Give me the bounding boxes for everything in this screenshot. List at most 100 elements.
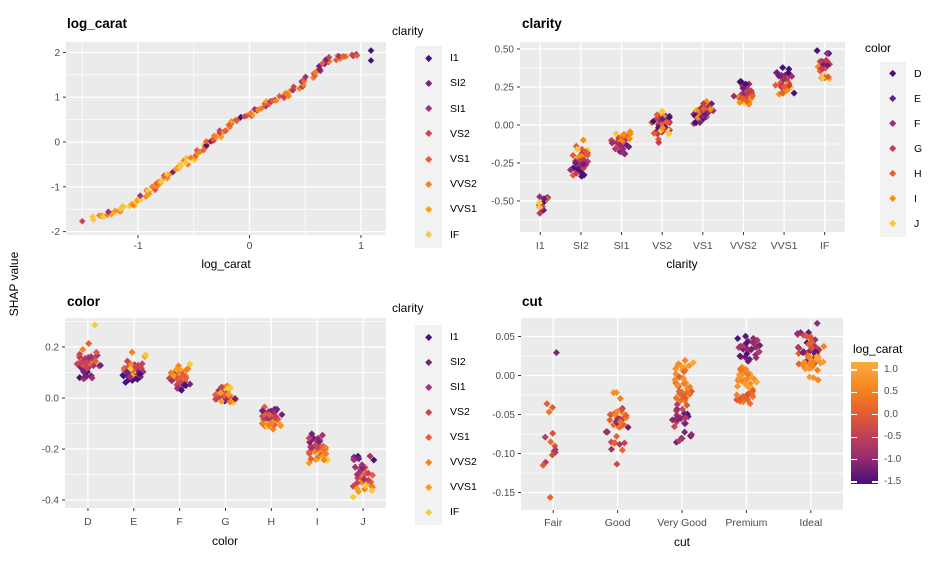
colorbar-label--1.5: -1.5 xyxy=(884,476,902,487)
colorbar-tick-icon xyxy=(872,414,878,416)
panel-log_carat: -1 0 1 2 1 0 -1 -2 xyxy=(51,42,386,252)
svg-text:-0.10: -0.10 xyxy=(492,449,515,460)
legend-clarity-bottom-key-VS2 xyxy=(415,400,442,425)
legend-color-label-D: D xyxy=(914,67,922,80)
colorbar-tick-icon xyxy=(851,391,857,394)
colorbar-tick-icon xyxy=(872,369,878,371)
panel-color: D E F G H I J 0.2 0.0 -0.2 -0.4 xyxy=(42,318,386,528)
legend-clarity-top-label-I1: I1 xyxy=(450,52,459,65)
diamond-point-icon xyxy=(424,180,433,189)
svg-text:0.05: 0.05 xyxy=(496,332,516,343)
x-axis-title-clarity: clarity xyxy=(666,257,698,271)
diamond-point-icon xyxy=(424,155,433,164)
legend-clarity-bottom-key-VVS2 xyxy=(415,450,442,475)
colorbar-tick-icon xyxy=(872,481,878,483)
diamond-point-icon xyxy=(424,508,433,517)
diamond-point-icon xyxy=(889,220,897,228)
legend-color-key-H xyxy=(880,161,906,187)
diamond-point-icon xyxy=(889,70,897,78)
legend-color-key-I xyxy=(880,186,906,212)
svg-text:F: F xyxy=(176,516,182,528)
legend-color-label-G: G xyxy=(914,142,923,155)
diamond-point-icon xyxy=(424,130,433,138)
legend-clarity-bottom-key-VVS1 xyxy=(415,475,442,500)
svg-text:VVS2: VVS2 xyxy=(730,240,757,252)
legend-clarity-top-key-I1 xyxy=(415,46,442,72)
diamond-point-icon xyxy=(424,79,433,88)
svg-text:1: 1 xyxy=(54,93,60,104)
svg-text:-1: -1 xyxy=(133,240,142,252)
diamond-point-icon xyxy=(889,145,897,153)
legend-title-log-carat: log_carat xyxy=(853,342,903,356)
svg-text:-0.2: -0.2 xyxy=(42,445,60,456)
svg-text:-0.4: -0.4 xyxy=(42,496,60,507)
panel-title-clarity: clarity xyxy=(522,16,562,31)
points-clarity xyxy=(535,47,833,217)
colorbar-tick-icon xyxy=(872,458,878,461)
svg-text:-0.50: -0.50 xyxy=(491,197,514,208)
legend-clarity-bottom-label-I1: I1 xyxy=(450,331,459,343)
svg-text:Fair: Fair xyxy=(544,517,563,529)
diamond-point-icon xyxy=(889,170,897,178)
svg-text:E: E xyxy=(130,516,137,528)
svg-text:0.2: 0.2 xyxy=(45,343,59,354)
legend-color-label-E: E xyxy=(914,92,922,105)
svg-text:-0.05: -0.05 xyxy=(492,410,515,421)
diamond-point-icon xyxy=(424,433,433,442)
diamond-point-icon xyxy=(889,95,897,103)
legend-clarity-bottom-label-VVS1: VVS1 xyxy=(450,481,477,493)
svg-text:0: 0 xyxy=(54,138,60,149)
svg-text:SI1: SI1 xyxy=(614,240,630,252)
diamond-point-icon xyxy=(889,120,897,128)
legend-clarity-top-label-VS2: VS2 xyxy=(450,127,470,140)
colorbar-label--1.0: -1.0 xyxy=(884,453,902,465)
legend-clarity-bottom-label-SI2: SI2 xyxy=(450,356,466,368)
diamond-point-icon xyxy=(424,483,433,492)
legend-clarity-top-key-VS2 xyxy=(415,121,442,147)
legend-clarity-bottom-label-VVS2: VVS2 xyxy=(450,456,477,468)
legend-title-clarity-bottom: clarity xyxy=(392,301,424,315)
svg-text:VS1: VS1 xyxy=(693,240,713,252)
legend-color-key-D xyxy=(880,61,906,87)
svg-text:I1: I1 xyxy=(536,240,545,252)
legend-color-label-F: F xyxy=(914,117,921,130)
svg-text:0: 0 xyxy=(247,240,253,252)
colorbar-label-1.0: 1.0 xyxy=(884,364,898,375)
panel-title-log-carat: log_carat xyxy=(67,16,128,31)
diamond-point-icon xyxy=(424,231,433,239)
diamond-point-icon xyxy=(424,383,433,392)
svg-text:0.50: 0.50 xyxy=(495,45,515,56)
svg-text:1: 1 xyxy=(358,240,364,252)
legend-color-key-J xyxy=(880,211,906,237)
svg-text:VVS1: VVS1 xyxy=(771,240,798,252)
points-log_carat xyxy=(79,47,375,225)
colorbar-label-0.5: 0.5 xyxy=(884,386,898,398)
legend-color-label-J: J xyxy=(914,217,920,230)
legend-clarity-top-label-SI1: SI1 xyxy=(450,102,466,115)
svg-text:0.00: 0.00 xyxy=(496,371,516,382)
legend-clarity-bottom-key-VS1 xyxy=(415,425,442,450)
svg-text:0.0: 0.0 xyxy=(45,394,59,405)
x-axis-title-log-carat: log_carat xyxy=(201,257,251,271)
legend-clarity-top-label-VS1: VS1 xyxy=(450,152,470,165)
legend-color-label-I: I xyxy=(914,192,917,205)
colorbar-label--0.5: -0.5 xyxy=(884,431,902,443)
svg-text:VS2: VS2 xyxy=(652,240,672,252)
colorbar-label-0.0: 0.0 xyxy=(884,408,898,420)
legend-clarity-bottom-key-I1 xyxy=(415,325,442,350)
legend-clarity-bottom-label-IF: IF xyxy=(450,506,460,518)
diamond-point-icon xyxy=(424,408,433,417)
legend-clarity-top-key-VVS2 xyxy=(415,172,442,198)
colorbar-tick-icon xyxy=(851,436,857,438)
svg-text:J: J xyxy=(360,516,365,528)
diamond-point-icon xyxy=(424,333,433,342)
svg-text:Premium: Premium xyxy=(725,517,767,529)
svg-text:I: I xyxy=(316,516,319,528)
legend-clarity-top-key-VVS1 xyxy=(415,197,442,223)
legend-clarity-bottom-key-SI2 xyxy=(415,350,442,375)
svg-text:-1: -1 xyxy=(51,182,60,193)
panel-cut: Fair Good Very Good Premium Ideal 0.05 0.00 -0.… xyxy=(492,318,843,529)
legend-clarity-bottom-key-SI1 xyxy=(415,375,442,400)
legend-clarity-bottom-label-VS1: VS1 xyxy=(450,431,470,443)
